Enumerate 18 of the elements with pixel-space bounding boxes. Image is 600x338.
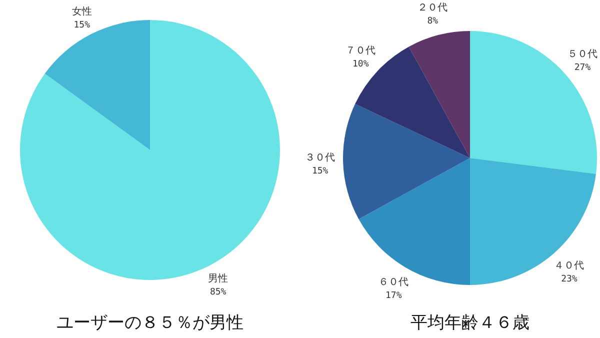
slice-label: ３０代 bbox=[305, 152, 336, 164]
data-label: 8% bbox=[427, 16, 439, 27]
slice-label: ７０代 bbox=[346, 45, 376, 56]
slice-label: ６０代 bbox=[378, 277, 409, 288]
data-label: 23% bbox=[561, 274, 578, 285]
data-label: 85% bbox=[210, 288, 227, 298]
slice-label: ５０代 bbox=[568, 48, 598, 60]
slice-label: 女性 bbox=[72, 5, 92, 18]
text: ユーザーの８５％が男性 bbox=[56, 313, 244, 333]
slice-label: ４０代 bbox=[554, 260, 584, 272]
slice-label: ２０代 bbox=[418, 2, 448, 14]
data-label: 17% bbox=[386, 291, 402, 302]
data-label: 15% bbox=[312, 166, 329, 177]
data-label: 15% bbox=[74, 20, 91, 30]
data-label: 10% bbox=[352, 59, 370, 70]
slice-label: 男性 bbox=[208, 272, 228, 285]
text: 平均年齢４６歳 bbox=[410, 313, 530, 333]
data-label: 27% bbox=[574, 62, 592, 73]
